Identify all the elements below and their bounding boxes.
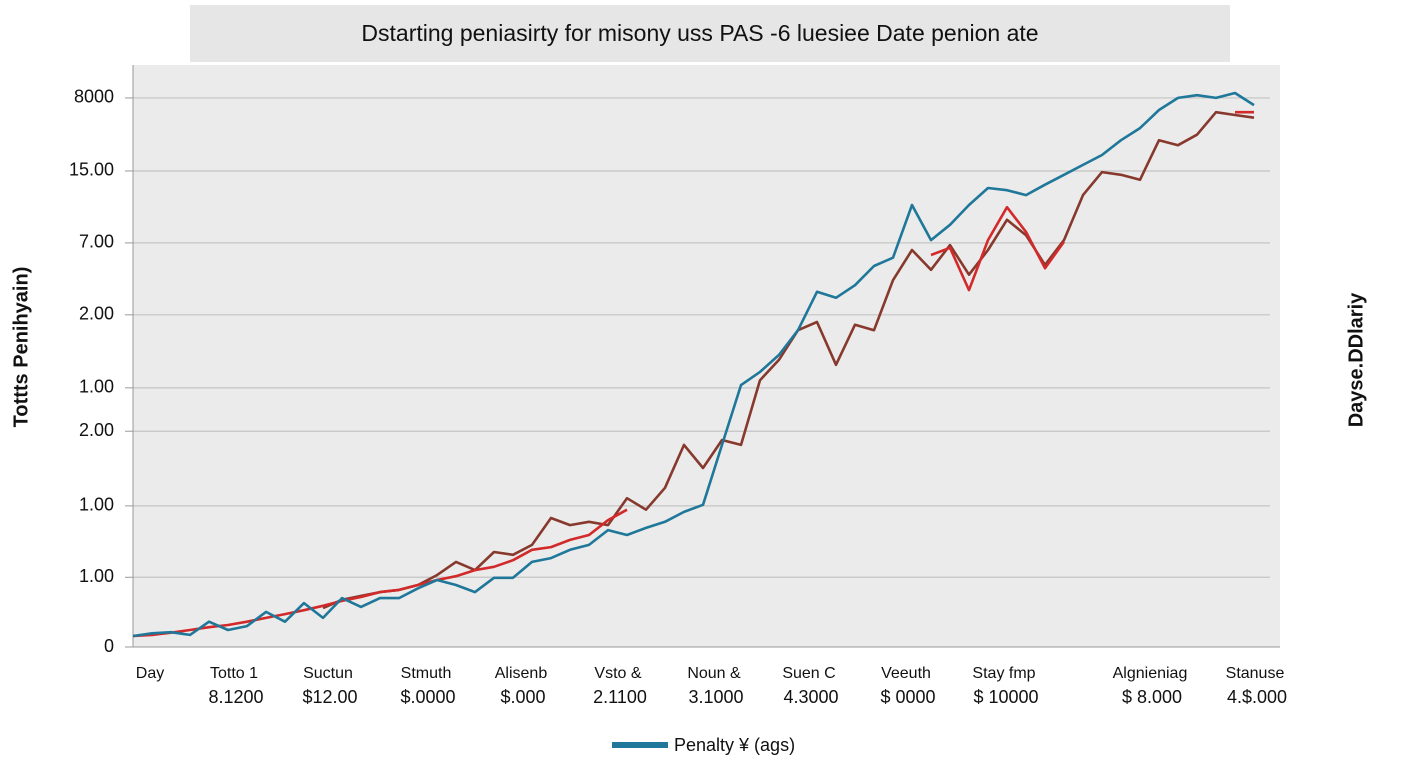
x-tick-label: Alisenb xyxy=(495,665,548,682)
x-tick-sublabel: $ 0000 xyxy=(880,687,935,707)
x-tick-label: Noun & xyxy=(687,665,741,682)
x-tick-label: Day xyxy=(136,665,164,682)
x-tick-label: Stanuse xyxy=(1226,665,1285,682)
data-line xyxy=(322,110,1255,610)
y-tick-label: 15.00 xyxy=(69,160,114,180)
y-tick-label: 1.00 xyxy=(79,495,114,515)
x-tick-sublabel: 8.1200 xyxy=(208,687,263,707)
x-tick-label: Algnieniag xyxy=(1113,665,1188,682)
y-axis-label: Tottts Penihyain) xyxy=(10,267,32,428)
x-tick-sublabel: $ 10000 xyxy=(973,687,1038,707)
y-tick-label: 2.00 xyxy=(79,420,114,440)
y2-axis-label: Dayse.DDlariy xyxy=(1345,292,1367,427)
title-box xyxy=(190,5,1230,62)
y-tick-label: 0 xyxy=(104,636,114,656)
y-tick-label: 7.00 xyxy=(79,232,114,252)
x-tick-label: Stmuth xyxy=(401,665,452,682)
x-tick-label: Vsto & xyxy=(594,665,641,682)
data-line xyxy=(132,110,1254,638)
x-tick-label: Suen C xyxy=(782,665,835,682)
x-tick-sublabel: 4.$.000 xyxy=(1227,687,1287,707)
x-tick-sublabel: 4.3000 xyxy=(783,687,838,707)
y-tick-label: 1.00 xyxy=(79,377,114,397)
plot-area xyxy=(133,65,1280,647)
chart-title: Dstarting peniasirty for misony uss PAS … xyxy=(361,20,1038,46)
x-tick-label: Suctun xyxy=(303,665,353,682)
y-tick-label: 8000 xyxy=(74,87,114,107)
x-tick-sublabel: $12.00 xyxy=(302,687,357,707)
y-tick-label: 1.00 xyxy=(79,566,114,586)
data-line xyxy=(132,91,1255,638)
legend-label: Penalty ¥ (ags) xyxy=(674,735,795,755)
x-tick-sublabel: 3.1000 xyxy=(688,687,743,707)
x-tick-sublabel: $.000 xyxy=(500,687,545,707)
x-tick-label: Stay fmp xyxy=(972,665,1035,682)
x-tick-sublabel: $ 8.000 xyxy=(1122,687,1182,707)
x-tick-sublabel: $.0000 xyxy=(400,687,455,707)
y-tick-label: 2.00 xyxy=(79,304,114,324)
x-tick-label: Veeuth xyxy=(881,665,931,682)
x-tick-sublabel: 2.1100 xyxy=(593,687,647,707)
x-tick-label: Totto 1 xyxy=(210,665,258,682)
